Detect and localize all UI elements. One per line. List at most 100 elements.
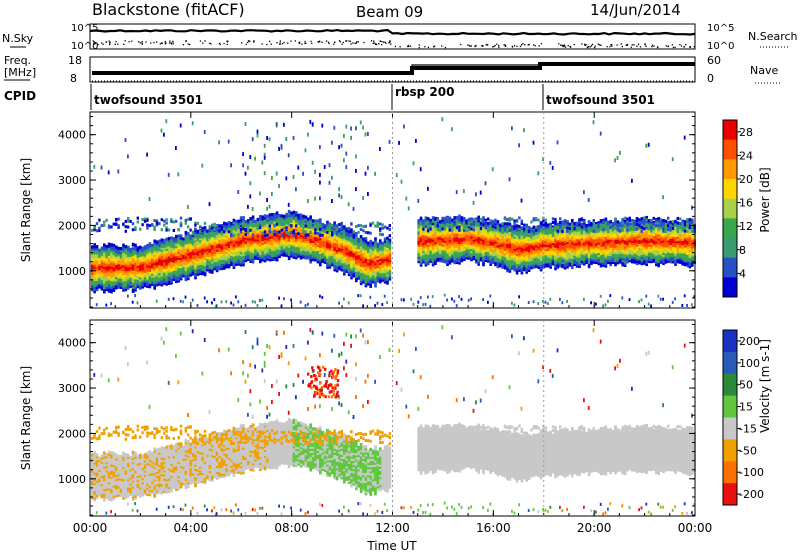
power-cell bbox=[381, 303, 384, 306]
power-cell bbox=[515, 242, 519, 246]
power-cell bbox=[211, 270, 214, 274]
power-cell bbox=[347, 254, 351, 258]
power-cell bbox=[129, 264, 132, 268]
power-cell bbox=[352, 247, 356, 252]
power-cell bbox=[163, 253, 166, 257]
power-cell bbox=[115, 282, 118, 286]
power-cell bbox=[103, 286, 106, 290]
power-cell bbox=[477, 215, 480, 219]
power-cell bbox=[499, 260, 502, 264]
power-cell bbox=[443, 216, 447, 220]
power-cell bbox=[107, 285, 111, 289]
noise-search-point bbox=[247, 41, 249, 44]
power-cell bbox=[551, 233, 555, 237]
power-cell bbox=[328, 232, 332, 236]
noise-search-point bbox=[600, 44, 602, 46]
noise-search-point bbox=[485, 43, 487, 46]
power-cell bbox=[561, 265, 564, 269]
power-cell bbox=[381, 250, 384, 254]
power-cell bbox=[415, 138, 417, 143]
power-cell bbox=[494, 256, 497, 260]
power-cell bbox=[501, 235, 504, 239]
power-cell bbox=[261, 217, 264, 221]
power-cell bbox=[314, 233, 317, 237]
power-cell bbox=[163, 265, 166, 269]
power-cell bbox=[501, 259, 504, 263]
power-cell bbox=[386, 281, 389, 285]
power-cell bbox=[247, 225, 250, 229]
power-cell bbox=[244, 222, 248, 226]
power-cell bbox=[503, 239, 507, 243]
power-cell bbox=[539, 239, 543, 243]
power-cell bbox=[141, 246, 144, 250]
power-cell bbox=[338, 263, 341, 267]
power-cell bbox=[263, 220, 267, 224]
power-cell bbox=[290, 252, 293, 256]
noise-search-point bbox=[645, 45, 647, 47]
noise-search-point bbox=[562, 45, 564, 47]
power-cell bbox=[309, 258, 312, 262]
power-cell bbox=[355, 187, 357, 192]
power-cell bbox=[381, 258, 384, 262]
power-cell bbox=[105, 257, 108, 261]
power-cell bbox=[170, 281, 173, 285]
power-cell bbox=[158, 276, 161, 280]
power-cell bbox=[357, 248, 360, 252]
power-cell bbox=[352, 243, 356, 247]
power-cell bbox=[451, 222, 454, 226]
power-cell bbox=[467, 248, 471, 252]
power-cell bbox=[314, 244, 317, 248]
power-cell bbox=[441, 218, 444, 222]
power-cell bbox=[251, 233, 255, 237]
power-cell bbox=[338, 240, 341, 244]
power-cell bbox=[184, 253, 188, 257]
power-cell bbox=[508, 265, 512, 269]
power-cell bbox=[112, 262, 116, 266]
power-cell bbox=[520, 222, 523, 225]
power-cell bbox=[491, 260, 495, 265]
noise-search-point bbox=[223, 42, 225, 45]
power-cell bbox=[112, 243, 116, 247]
power-cell bbox=[345, 247, 348, 251]
power-cell bbox=[165, 218, 168, 222]
power-cell bbox=[511, 266, 514, 270]
power-cell bbox=[244, 258, 248, 263]
power-cell bbox=[482, 230, 485, 234]
power-cell bbox=[383, 278, 387, 282]
power-cell bbox=[523, 245, 526, 249]
power-cell bbox=[429, 241, 432, 245]
power-cell bbox=[475, 246, 478, 250]
power-cell bbox=[470, 297, 472, 301]
power-cell bbox=[179, 299, 182, 303]
power-cell bbox=[345, 124, 348, 129]
power-cell bbox=[427, 217, 430, 221]
power-cell bbox=[199, 241, 202, 245]
power-cell bbox=[151, 280, 154, 284]
power-cell bbox=[561, 242, 564, 246]
power-cell bbox=[295, 254, 298, 258]
power-cell bbox=[328, 245, 332, 249]
power-cell bbox=[467, 244, 471, 248]
power-cell bbox=[525, 225, 528, 229]
power-cell bbox=[275, 171, 278, 176]
power-cell bbox=[364, 275, 368, 280]
power-cell bbox=[429, 227, 432, 231]
power-cell bbox=[427, 243, 430, 247]
power-cell bbox=[259, 231, 262, 235]
power-cell bbox=[160, 265, 164, 269]
power-cell bbox=[235, 295, 237, 299]
power-cell bbox=[124, 253, 128, 257]
power-cell bbox=[232, 220, 236, 224]
power-cell bbox=[427, 253, 430, 258]
power-cell bbox=[503, 237, 507, 241]
power-cell bbox=[129, 258, 132, 262]
power-cell bbox=[155, 273, 159, 277]
power-cell bbox=[160, 244, 164, 248]
power-cell bbox=[477, 256, 480, 260]
power-cell bbox=[187, 238, 190, 242]
power-cell bbox=[139, 268, 142, 272]
power-cell bbox=[535, 256, 538, 260]
power-cell bbox=[446, 217, 449, 221]
power-cell bbox=[103, 274, 106, 278]
power-cell bbox=[151, 258, 154, 262]
